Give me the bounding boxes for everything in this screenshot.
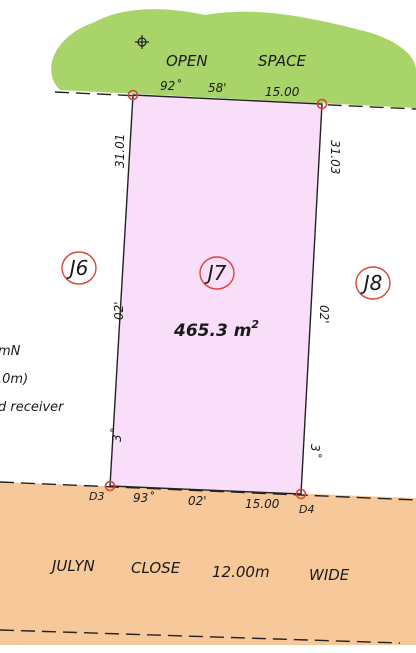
right-side-bearing-degrees: 3˚ [308, 444, 323, 458]
right-side-bearing-minutes: 02' [317, 305, 331, 324]
lot-j6-ring [61, 251, 97, 285]
road-boundary-top [0, 481, 416, 501]
crosshair-icon [135, 35, 149, 49]
top-bearing-degrees: 92˚ [160, 78, 181, 93]
road-wide: WIDE [309, 566, 350, 584]
lot-area: 465.3 m2 [173, 318, 259, 341]
corner-pin-top-right [316, 98, 328, 110]
lot-j8-ring [355, 266, 391, 300]
road-bottom-margin [0, 645, 416, 653]
note-line-3: d receiver [0, 400, 65, 415]
lot-j6-id: J6 [66, 256, 89, 280]
road-width: 12.00m [212, 563, 270, 581]
note-line-1: mN [0, 344, 21, 359]
left-side-distance: 31.01 [113, 134, 127, 168]
road-name-2: CLOSE [131, 559, 181, 577]
bottom-bearing-degrees: 93˚ [133, 490, 154, 505]
bottom-bearing-minutes: 02' [188, 494, 207, 508]
open-space-word-2: SPACE [258, 52, 307, 70]
left-side-bearing-degrees: 3˚ [109, 428, 124, 442]
bottom-distance: 15.00 [245, 497, 280, 511]
lot-j8-id: J8 [360, 271, 383, 295]
note-line-2: .0m) [0, 372, 28, 387]
corner-pin-bottom-left [104, 480, 116, 492]
corner-label-d3: D3 [89, 490, 104, 503]
road-name-1: JULYN [49, 557, 95, 575]
open-space-area [51, 9, 416, 109]
lot-j7-ring [199, 256, 235, 290]
corner-label-d4: D4 [299, 503, 314, 516]
top-bearing-minutes: 58' [208, 81, 227, 95]
top-distance: 15.00 [265, 85, 300, 99]
corner-pin-top-left [127, 89, 139, 101]
road-boundary-bottom [0, 629, 401, 644]
lot-j7-parcel[interactable] [109, 94, 323, 495]
right-side-distance: 31.03 [328, 140, 342, 174]
corner-pin-bottom-right [295, 488, 307, 500]
open-space-word-1: OPEN [166, 52, 208, 70]
left-side-bearing-minutes: 02' [112, 301, 126, 320]
road-area [0, 482, 416, 653]
lot-j7-id: J7 [204, 261, 227, 285]
